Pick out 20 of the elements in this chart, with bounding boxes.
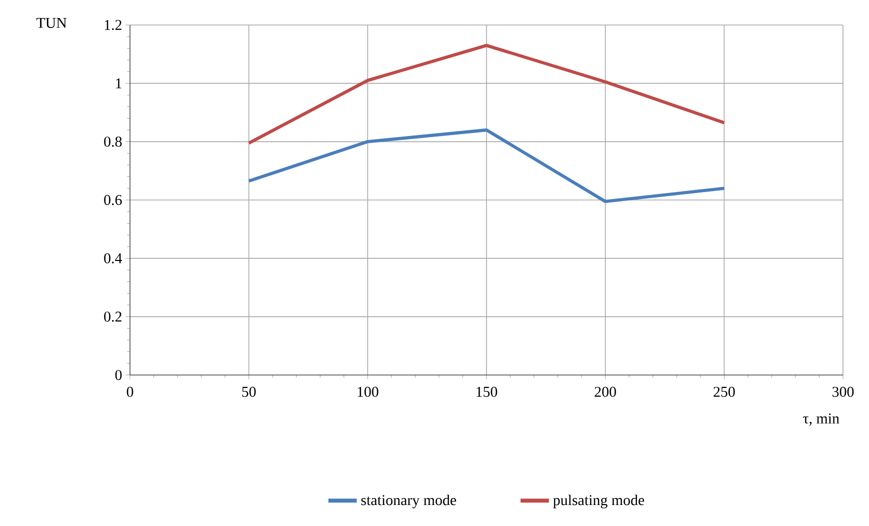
legend-label: stationary mode	[361, 494, 456, 508]
y-tick-label: 0.6	[104, 194, 122, 206]
y-tick-label: 0.8	[104, 136, 122, 147]
x-axis-title: τ, min	[803, 414, 840, 426]
x-tick-label: 0	[126, 386, 134, 397]
y-tick-label: 0.4	[104, 253, 122, 264]
y-tick-label: 0.2	[104, 312, 122, 322]
y-tick-label: 1.2	[104, 20, 122, 30]
y-tick-label: 1	[116, 78, 122, 88]
x-tick-label: 250	[714, 386, 735, 397]
legend-label: pulsating mode	[553, 494, 644, 508]
x-tick-label: 300	[832, 386, 854, 397]
line-series	[247, 128, 726, 204]
x-tick-label: 50	[242, 386, 256, 397]
x-tick-label: 100	[358, 386, 378, 397]
y-axis-title: TUN	[36, 18, 67, 28]
x-tick-label: 150	[476, 386, 498, 397]
x-tick-label: 200	[594, 386, 616, 397]
y-tick-label: 0	[115, 370, 122, 380]
line-series	[247, 44, 726, 145]
